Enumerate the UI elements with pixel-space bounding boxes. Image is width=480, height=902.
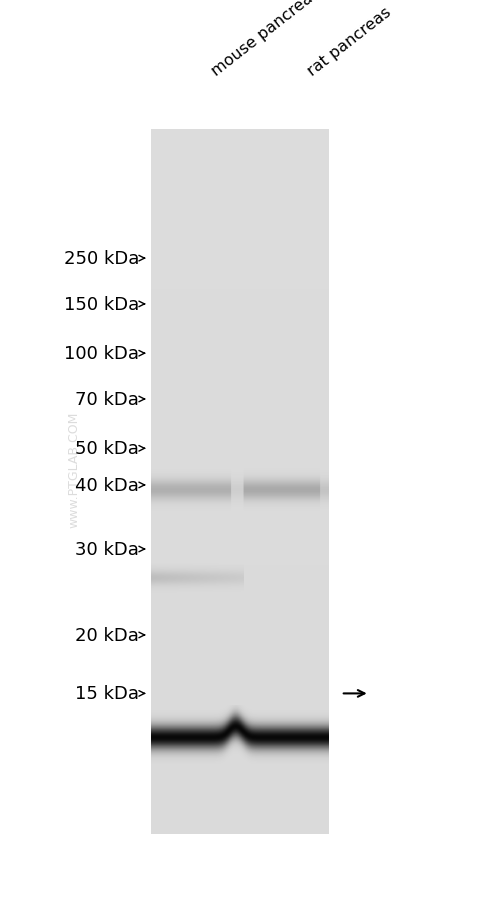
Text: rat pancreas: rat pancreas <box>305 5 395 79</box>
Text: 70 kDa: 70 kDa <box>75 391 139 409</box>
Text: 150 kDa: 150 kDa <box>64 296 139 314</box>
Text: 100 kDa: 100 kDa <box>64 345 139 363</box>
Text: www.PTGLAB.COM: www.PTGLAB.COM <box>68 411 81 527</box>
Text: 30 kDa: 30 kDa <box>75 540 139 558</box>
Text: 20 kDa: 20 kDa <box>75 626 139 644</box>
Text: 250 kDa: 250 kDa <box>64 250 139 268</box>
Text: 15 kDa: 15 kDa <box>75 685 139 703</box>
Text: 40 kDa: 40 kDa <box>75 476 139 494</box>
Text: mouse pancreas: mouse pancreas <box>209 0 323 79</box>
Text: 50 kDa: 50 kDa <box>75 440 139 458</box>
